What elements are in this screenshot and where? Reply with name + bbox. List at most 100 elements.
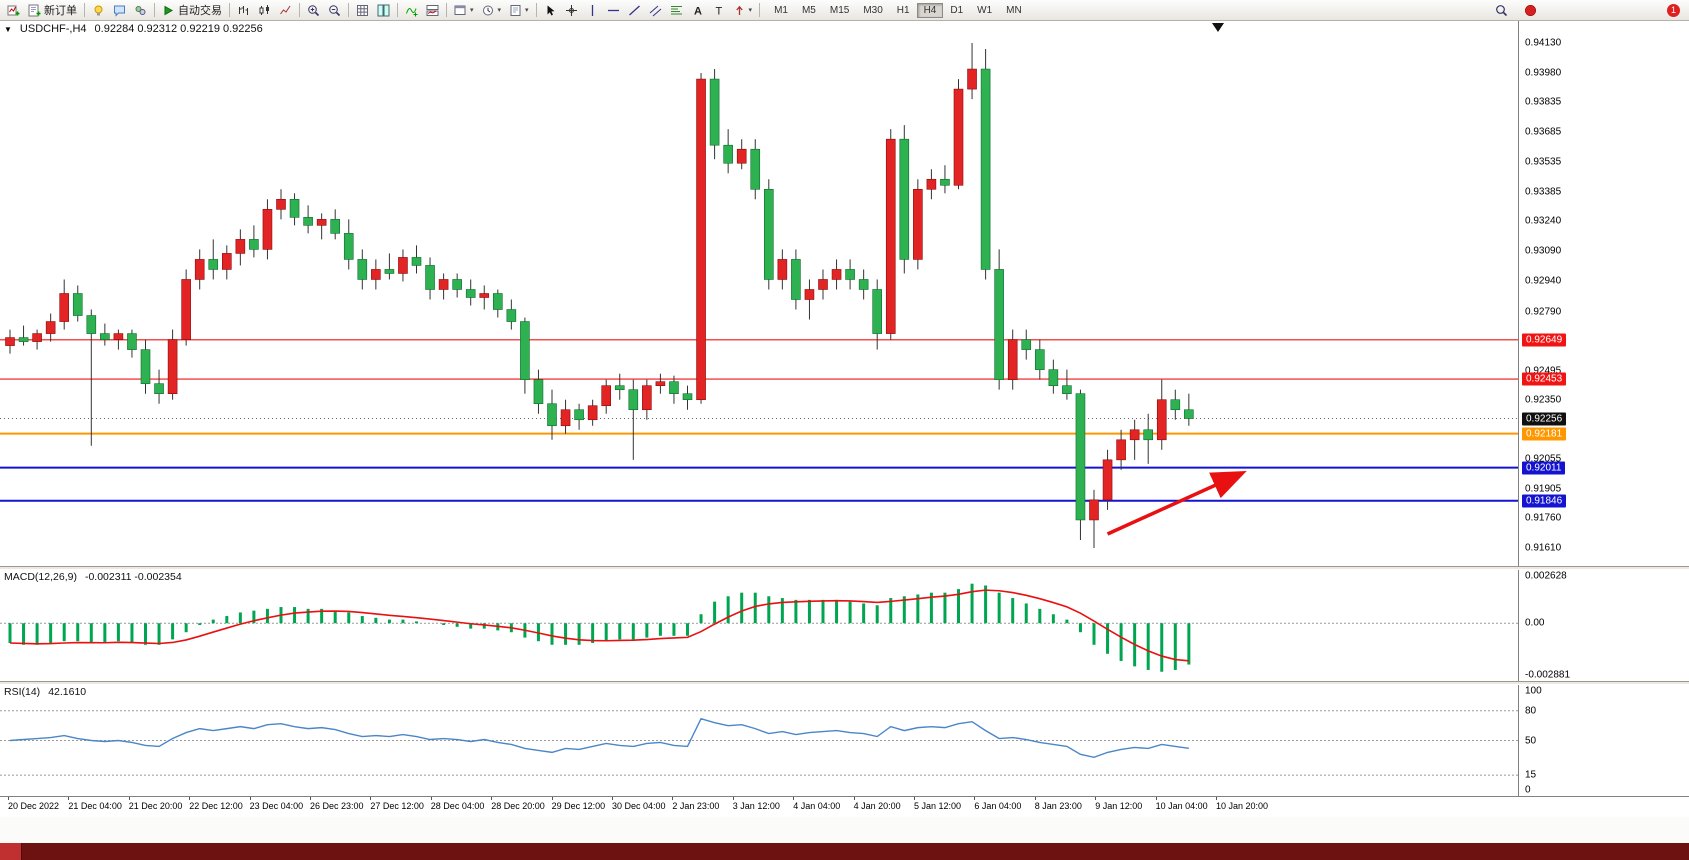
zoom-in-button[interactable] [303,1,324,19]
toolbar-separator [446,3,447,17]
rsi-axis-label: 15 [1525,769,1537,781]
toolbar-separator [84,3,85,17]
indicator-window-icon [426,4,439,17]
price-axis-label: 0.93240 [1525,215,1562,227]
notification-badge[interactable]: 1 [1667,3,1680,17]
community-button[interactable] [130,1,151,19]
panel-splitter[interactable] [0,681,1689,685]
search-button[interactable] [1491,1,1512,19]
toolbar-right-group: 1 [1491,1,1686,19]
rsi-value: 42.1610 [48,686,87,698]
chat-button[interactable] [109,1,130,19]
svg-text:T: T [715,5,722,17]
chevron-down-icon: ▾ [470,7,474,14]
ohlc-values: 0.92284 0.92312 0.92219 0.92256 [94,23,263,35]
bulb-button[interactable] [88,1,109,19]
label-button[interactable]: T [708,1,729,19]
price-axis[interactable]: 0.94130 0.93980 0.93835 0.93685 0.93535 0.933… [1518,21,1689,566]
clock-button[interactable]: ▾ [478,1,506,19]
timeframe-button-m30[interactable]: M30 [863,4,883,16]
price-tag-orange: 0.92181 [1522,427,1567,441]
time-tick [1034,797,1036,800]
rsi-canvas[interactable] [0,685,1518,796]
text-button[interactable]: A [687,1,708,19]
macd-panel[interactable]: 0.002628 0.00 -0.002881 MACD(12,26,9) -0.0… [0,570,1689,681]
candles-chart-button[interactable] [254,1,275,19]
chart-window[interactable]: 0.94130 0.93980 0.93835 0.93685 0.93535 0.933… [0,21,1689,817]
timeframe-button-mn[interactable]: MN [1006,4,1022,16]
rsi-axis-label: 80 [1525,705,1537,717]
rsi-label: RSI(14) [4,686,41,698]
time-axis-label: 23 Dec 04:00 [249,801,304,811]
price-chart-canvas[interactable] [0,21,1518,566]
macd-title: MACD(12,26,9) -0.002311 -0.002354 [4,571,182,583]
price-tag-blue: 0.92011 [1522,461,1566,475]
vline-icon [586,4,599,17]
timeframe-button-w1[interactable]: W1 [977,4,993,16]
cursor-button[interactable] [540,1,561,19]
new-window-button[interactable]: ▾ [450,1,478,19]
text-icon: A [691,4,704,17]
help-button[interactable] [1520,1,1541,19]
tile-windows-button[interactable] [373,1,394,19]
grid-button[interactable] [352,1,373,19]
time-axis-label: 28 Dec 20:00 [491,801,545,811]
time-axis[interactable]: 20 Dec 2022 21 Dec 04:00 21 Dec 20:00 22 De… [0,796,1689,816]
time-tick [974,797,976,800]
trendline-button[interactable] [624,1,645,19]
collapse-triangle-icon[interactable]: ▼ [4,24,12,34]
time-axis-label: 5 Jan 12:00 [914,801,962,811]
indicator-window-button[interactable] [422,1,443,19]
chart-title: ▼ USDCHF-,H4 0.92284 0.92312 0.92219 0.9… [4,23,263,35]
label-icon: T [712,4,725,17]
arrow-tool-button[interactable]: ▾ [729,1,757,19]
symbol-timeframe-label: USDCHF-,H4 [19,23,87,35]
line-chart-button[interactable] [275,1,296,19]
indicators-button[interactable] [401,1,422,19]
timeframe-button-h4[interactable]: H4 [916,2,944,18]
time-tick [1095,797,1097,800]
template-button[interactable]: ▾ [505,1,533,19]
toolbar-button-label: 自动交易 [178,5,222,17]
new-order-icon [28,4,41,17]
timeframe-button-m1[interactable]: M1 [774,4,788,16]
price-chart-panel[interactable]: 0.94130 0.93980 0.93835 0.93685 0.93535 0.933… [0,21,1689,566]
timeframe-button-d1[interactable]: D1 [950,4,964,16]
line-chart-icon [279,4,292,17]
timeframe-button-m15[interactable]: M15 [829,4,850,16]
zoom-out-button[interactable] [324,1,345,19]
bulb-icon [92,4,105,17]
price-axis-label: 0.93835 [1525,96,1562,108]
fibonacci-button[interactable] [666,1,687,19]
auto-trading-button[interactable]: 自动交易 [158,1,226,19]
price-axis-label: 0.93090 [1525,245,1562,257]
rsi-axis-label: 50 [1525,735,1537,746]
rsi-panel[interactable]: 100 80 50 15 0 RSI(14) 42.1610 [0,685,1689,796]
timeframe-button-h1[interactable]: H1 [896,4,910,16]
help-icon [1524,4,1537,17]
time-axis-label: 30 Dec 04:00 [612,801,666,811]
crosshair-button[interactable] [561,1,582,19]
macd-axis-label: 0.002628 [1525,570,1567,582]
time-tick [370,797,372,800]
taskbar[interactable] [0,843,1689,860]
time-tick [430,797,432,800]
new-order-button[interactable]: 新订单 [24,1,81,19]
bars-chart-button[interactable] [233,1,254,19]
panel-splitter[interactable] [0,566,1689,570]
macd-axis-label: -0.002881 [1525,669,1571,681]
chevron-down-icon: ▾ [748,7,753,14]
new-chart-button[interactable] [3,1,24,19]
hline-button[interactable] [603,1,624,19]
price-axis-label: 0.93535 [1525,156,1562,168]
autoscroll-marker-icon[interactable] [1212,23,1224,32]
bars-chart-icon [237,4,250,17]
template-icon [509,4,522,17]
taskbar-button[interactable] [0,843,22,860]
macd-canvas[interactable] [0,570,1518,681]
timeframe-button-m5[interactable]: M5 [801,4,816,16]
vline-button[interactable] [582,1,603,19]
macd-axis-label: 0.00 [1525,617,1545,629]
channel-button[interactable] [645,1,666,19]
